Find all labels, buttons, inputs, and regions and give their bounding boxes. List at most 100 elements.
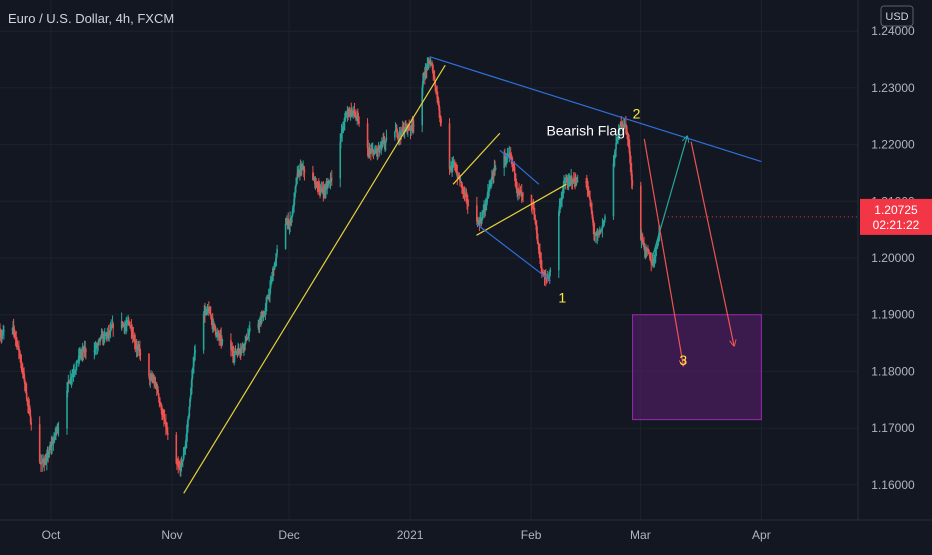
candle-up[interactable] xyxy=(98,340,100,343)
candle-up[interactable] xyxy=(284,223,287,249)
candle-up[interactable] xyxy=(603,219,606,221)
candle-up[interactable] xyxy=(563,183,565,186)
candle-down[interactable] xyxy=(85,349,87,353)
candle-up[interactable] xyxy=(481,214,484,218)
candle-down[interactable] xyxy=(513,166,516,174)
candle-down[interactable] xyxy=(47,453,49,455)
candle-down[interactable] xyxy=(55,429,58,431)
candle-down[interactable] xyxy=(643,247,646,252)
candle-down[interactable] xyxy=(109,331,111,333)
candles[interactable] xyxy=(0,56,661,477)
candle-up[interactable] xyxy=(452,163,455,165)
candle-up[interactable] xyxy=(46,457,48,462)
candle-up[interactable] xyxy=(75,360,78,367)
candle-down[interactable] xyxy=(218,335,221,338)
candle-down[interactable] xyxy=(574,179,576,182)
candle-down[interactable] xyxy=(645,248,648,250)
candle-down[interactable] xyxy=(509,153,511,155)
candle-up[interactable] xyxy=(485,203,487,205)
candle-down[interactable] xyxy=(161,410,163,415)
candle-up[interactable] xyxy=(618,127,621,133)
candle-up[interactable] xyxy=(490,179,492,183)
candle-up[interactable] xyxy=(75,366,77,371)
candle-up[interactable] xyxy=(422,75,425,81)
candle-up[interactable] xyxy=(320,188,323,191)
candle-up[interactable] xyxy=(275,258,277,263)
candle-up[interactable] xyxy=(569,179,571,181)
candle-up[interactable] xyxy=(194,350,196,354)
candle-up[interactable] xyxy=(600,228,603,230)
candle-up[interactable] xyxy=(345,113,348,115)
candle-down[interactable] xyxy=(436,92,438,99)
candle-up[interactable] xyxy=(125,326,128,328)
candle-up[interactable] xyxy=(342,126,345,128)
candle-down[interactable] xyxy=(230,340,232,350)
candle-up[interactable] xyxy=(74,371,76,373)
candle-down[interactable] xyxy=(622,125,625,127)
candle-down[interactable] xyxy=(167,433,169,435)
candle-down[interactable] xyxy=(411,124,414,126)
candle-down[interactable] xyxy=(130,326,133,332)
candle-down[interactable] xyxy=(429,63,431,65)
candle-down[interactable] xyxy=(626,133,629,139)
candle-up[interactable] xyxy=(233,355,235,358)
candle-up[interactable] xyxy=(77,359,79,361)
candle-down[interactable] xyxy=(368,152,370,154)
candle-up[interactable] xyxy=(192,366,195,369)
candle-down[interactable] xyxy=(396,132,399,136)
candle-up[interactable] xyxy=(241,345,243,350)
candle-up[interactable] xyxy=(51,443,53,446)
candle-down[interactable] xyxy=(155,385,158,391)
candle-down[interactable] xyxy=(318,188,321,192)
candle-down[interactable] xyxy=(135,344,137,347)
candle-down[interactable] xyxy=(150,377,153,379)
candle-down[interactable] xyxy=(215,330,217,335)
candle-up[interactable] xyxy=(206,308,209,311)
candle-down[interactable] xyxy=(30,422,33,425)
candle-down[interactable] xyxy=(589,197,591,200)
candle-up[interactable] xyxy=(381,143,383,146)
candle-up[interactable] xyxy=(487,191,489,197)
candle-down[interactable] xyxy=(587,188,589,191)
candle-down[interactable] xyxy=(522,194,524,196)
upper-trendline[interactable] xyxy=(429,56,762,163)
candle-down[interactable] xyxy=(213,323,216,327)
candle-down[interactable] xyxy=(585,181,587,183)
candle-up[interactable] xyxy=(601,225,604,229)
candle-down[interactable] xyxy=(649,258,652,260)
candle-up[interactable] xyxy=(243,344,245,348)
candle-up[interactable] xyxy=(244,341,247,346)
candle-up[interactable] xyxy=(493,168,496,173)
candle-up[interactable] xyxy=(180,461,183,466)
candle-up[interactable] xyxy=(1,332,4,336)
candle-down[interactable] xyxy=(38,424,41,462)
candle-down[interactable] xyxy=(625,125,628,132)
candle-up[interactable] xyxy=(604,216,606,220)
bearish-flag-label[interactable]: Bearish Flag xyxy=(546,122,625,138)
candle-down[interactable] xyxy=(515,178,517,185)
candle-up[interactable] xyxy=(79,352,81,356)
candle-down[interactable] xyxy=(217,333,220,336)
candle-up[interactable] xyxy=(373,151,376,154)
candle-down[interactable] xyxy=(511,157,513,162)
candle-down[interactable] xyxy=(353,110,355,112)
candle-down[interactable] xyxy=(356,116,359,118)
candle-up[interactable] xyxy=(182,460,184,463)
candle-down[interactable] xyxy=(625,123,627,126)
candle-up[interactable] xyxy=(563,183,566,185)
candle-up[interactable] xyxy=(653,260,656,262)
candle-up[interactable] xyxy=(96,345,99,347)
candle-down[interactable] xyxy=(239,350,241,353)
candle-up[interactable] xyxy=(479,219,481,224)
candle-up[interactable] xyxy=(301,168,304,170)
candle-up[interactable] xyxy=(560,200,563,202)
candle-up[interactable] xyxy=(488,188,491,191)
candle-down[interactable] xyxy=(641,237,643,240)
candle-down[interactable] xyxy=(29,407,31,416)
candle-up[interactable] xyxy=(489,185,491,189)
candle-down[interactable] xyxy=(585,182,588,187)
candle-down[interactable] xyxy=(317,183,319,188)
candle-down[interactable] xyxy=(29,415,32,423)
candle-up[interactable] xyxy=(329,178,332,182)
candle-down[interactable] xyxy=(432,70,435,75)
